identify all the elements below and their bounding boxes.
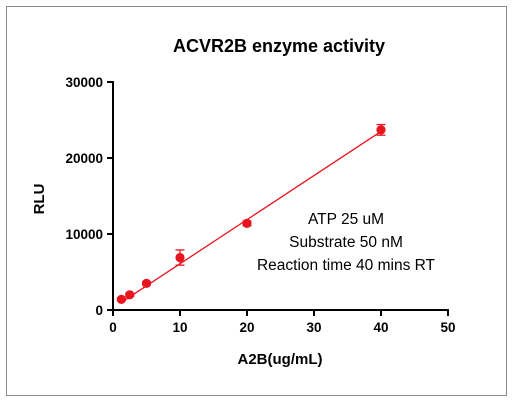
annotation-line-3: Reaction time 40 mins RT bbox=[257, 257, 436, 274]
annotation-line-2: Substrate 50 nM bbox=[289, 234, 403, 251]
fit-line bbox=[121, 130, 382, 303]
y-tick-label: 0 bbox=[95, 303, 103, 318]
x-tick-label: 20 bbox=[239, 320, 254, 335]
x-tick-label: 50 bbox=[440, 320, 455, 335]
axes: 0 10 20 30 40 50 0 10000 20000 30000 bbox=[65, 75, 455, 335]
x-tick-label: 40 bbox=[373, 320, 388, 335]
data-point bbox=[116, 294, 126, 304]
x-tick-label: 10 bbox=[172, 320, 187, 335]
data-point bbox=[175, 252, 185, 263]
x-axis-label: A2B(ug/mL) bbox=[238, 351, 323, 368]
x-tick-label: 0 bbox=[109, 320, 117, 335]
x-tick-label: 30 bbox=[306, 320, 321, 335]
chart-title: ACVR2B enzyme activity bbox=[173, 36, 385, 56]
data-point bbox=[376, 125, 386, 135]
y-tick-label: 20000 bbox=[65, 151, 103, 166]
data-point bbox=[141, 278, 152, 288]
y-tick-label: 30000 bbox=[65, 75, 103, 90]
data-points bbox=[116, 123, 386, 304]
data-point bbox=[242, 218, 252, 228]
chart-frame bbox=[6, 6, 507, 396]
y-tick-label: 10000 bbox=[65, 227, 103, 242]
fit-line-group bbox=[121, 130, 382, 303]
data-point bbox=[125, 290, 135, 300]
annotation-line-1: ATP 25 uM bbox=[308, 211, 384, 228]
y-axis-label: RLU bbox=[31, 184, 48, 215]
